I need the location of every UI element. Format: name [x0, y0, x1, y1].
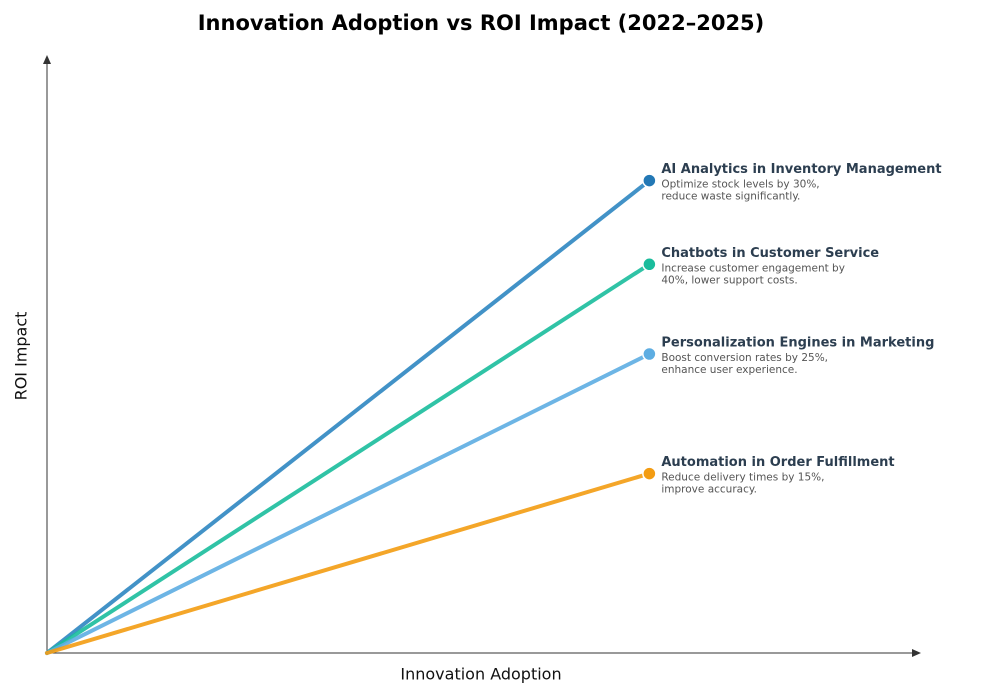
- series-line: [45, 262, 652, 655]
- series-description: reduce waste significantly.: [661, 191, 800, 203]
- end-marker: [642, 346, 657, 362]
- series-description: Boost conversion rates by 25%,: [661, 352, 828, 364]
- series-line: [45, 178, 652, 655]
- end-marker: [642, 173, 657, 188]
- series-description: Optimize stock levels by 30%,: [661, 179, 819, 191]
- series-description: Increase customer engagement by: [661, 262, 845, 274]
- end-marker: [642, 257, 657, 272]
- x-axis-label: Innovation Adoption: [400, 665, 561, 684]
- series-name: Personalization Engines in Marketing: [661, 336, 934, 351]
- y-axis-label: ROI Impact: [12, 312, 31, 401]
- series-line: [45, 471, 652, 655]
- series-name: Chatbots in Customer Service: [661, 246, 879, 261]
- series-name: AI Analytics in Inventory Management: [661, 162, 941, 177]
- series-description: Reduce delivery times by 15%,: [661, 472, 824, 484]
- series-description: enhance user experience.: [661, 364, 797, 376]
- series-description: improve accuracy.: [661, 484, 757, 496]
- chart-title: Innovation Adoption vs ROI Impact (2022–…: [198, 11, 765, 35]
- x-axis-arrow: [912, 649, 921, 657]
- y-axis-arrow: [43, 55, 51, 64]
- series-description: 40%, lower support costs.: [661, 274, 797, 286]
- series-name: Automation in Order Fulfillment: [661, 455, 894, 470]
- end-marker: [642, 466, 657, 481]
- series-line: [45, 352, 652, 655]
